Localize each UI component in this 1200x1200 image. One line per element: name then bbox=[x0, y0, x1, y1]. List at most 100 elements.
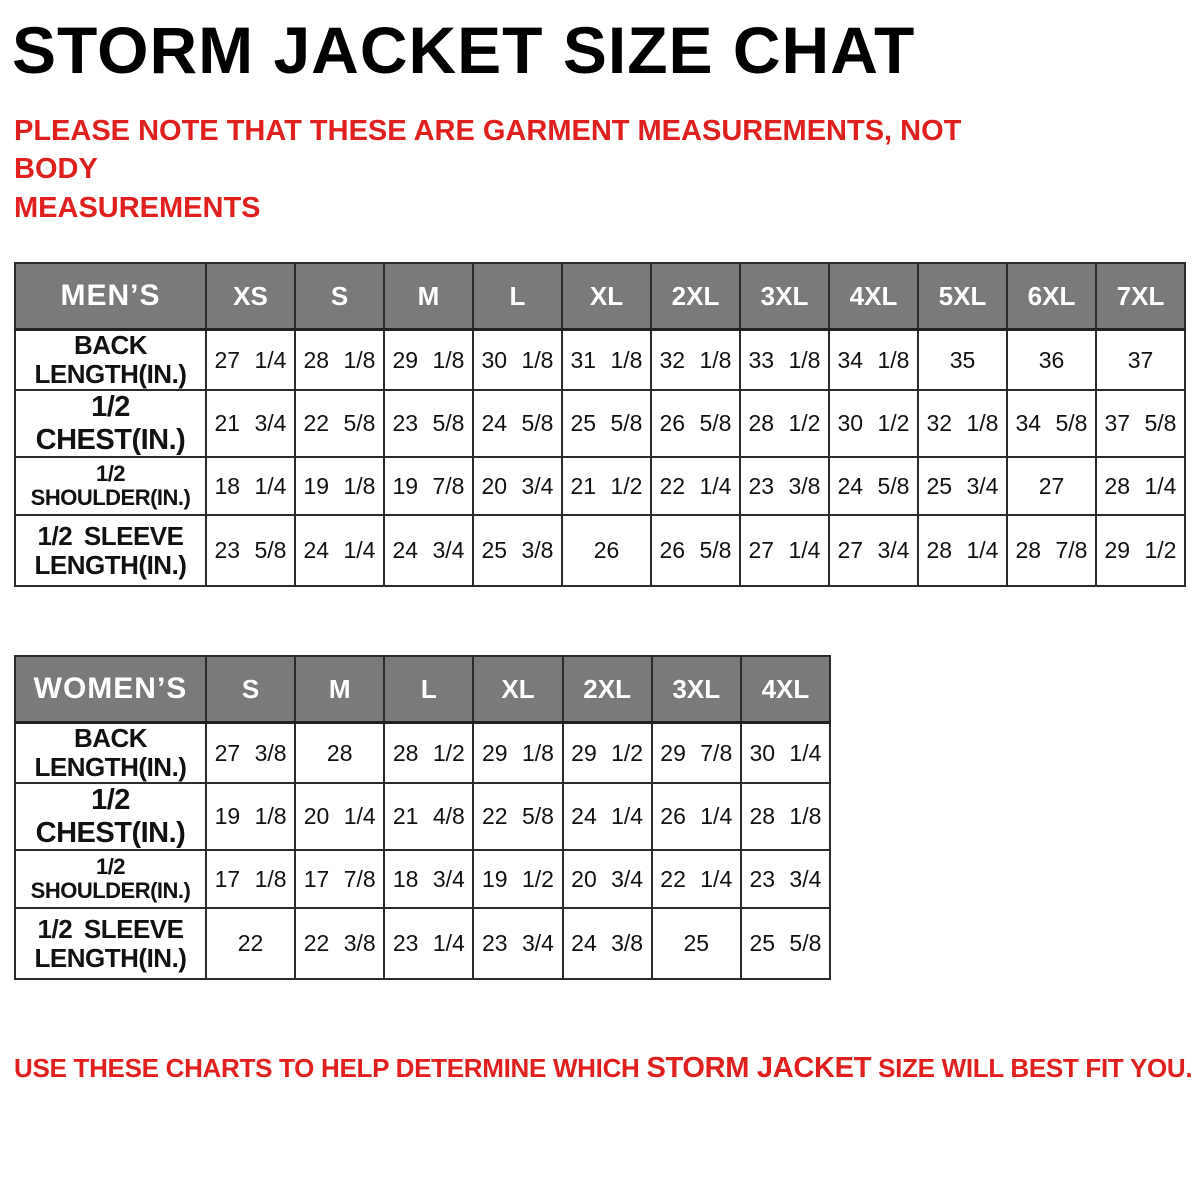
size-value-cell: 30 1/8 bbox=[472, 328, 563, 392]
size-column-header: 7XL bbox=[1095, 262, 1186, 331]
garment-measurement-note: PLEASE NOTE THAT THESE ARE GARMENT MEASU… bbox=[14, 112, 994, 227]
size-value-cell: 28 bbox=[294, 721, 386, 785]
size-column-header: 3XL bbox=[739, 262, 830, 331]
size-column-header: XL bbox=[561, 262, 652, 331]
size-column-header: 2XL bbox=[561, 655, 653, 724]
womens-size-table: WOMEN’S S M L XL 2XL 3XL 4XL BACK LENGTH(IN.) 27 … bbox=[14, 655, 832, 981]
size-column-header: M bbox=[294, 655, 386, 724]
size-value-cell: 28 1/2 bbox=[383, 721, 475, 785]
size-value-cell: 24 3/4 bbox=[383, 514, 474, 588]
size-value-cell: 37 bbox=[1095, 328, 1186, 392]
row-label: BACK LENGTH(IN.) bbox=[14, 328, 207, 392]
size-value-cell: 21 4/8 bbox=[383, 782, 475, 852]
size-value-cell: 25 5/8 bbox=[739, 907, 832, 981]
table-title-cell: MEN’S bbox=[14, 262, 207, 331]
size-value-cell: 27 1/4 bbox=[205, 328, 296, 392]
size-value-cell: 23 3/4 bbox=[472, 907, 564, 981]
size-value-cell: 22 1/4 bbox=[650, 456, 741, 517]
row-label: 1/2 SLEEVE LENGTH(IN.) bbox=[14, 514, 207, 588]
size-column-header: S bbox=[204, 655, 297, 724]
size-value-cell: 23 5/8 bbox=[205, 514, 296, 588]
size-value-cell: 29 1/8 bbox=[472, 721, 564, 785]
size-value-cell: 28 1/2 bbox=[739, 389, 830, 459]
size-value-cell: 24 5/8 bbox=[472, 389, 563, 459]
size-column-header: L bbox=[383, 655, 475, 724]
fit-advice-prefix: USE THESE CHARTS TO HELP DETERMINE WHICH bbox=[14, 1053, 647, 1083]
size-value-cell: 22 5/8 bbox=[294, 389, 385, 459]
size-value-cell: 29 1/2 bbox=[1095, 514, 1186, 588]
size-value-cell: 27 bbox=[1006, 456, 1097, 517]
size-value-cell: 28 1/4 bbox=[917, 514, 1008, 588]
size-value-cell: 22 3/8 bbox=[294, 907, 386, 981]
size-value-cell: 25 3/4 bbox=[917, 456, 1008, 517]
measurement-row: 1/2 SHOULDER(IN.) 18 1/4 19 1/8 19 7/8 20 3/… bbox=[14, 456, 1186, 517]
size-value-cell: 27 3/4 bbox=[828, 514, 919, 588]
size-value-cell: 34 5/8 bbox=[1006, 389, 1097, 459]
fit-advice-note: USE THESE CHARTS TO HELP DETERMINE WHICH… bbox=[14, 1052, 1194, 1085]
fit-advice-suffix: SIZE WILL BEST FIT YOU. bbox=[871, 1053, 1193, 1083]
measurement-row: 1/2 SHOULDER(IN.) 17 1/8 17 7/8 18 3/4 19 1/… bbox=[14, 849, 832, 910]
size-value-cell: 18 3/4 bbox=[383, 849, 475, 910]
size-value-cell: 19 1/8 bbox=[204, 782, 297, 852]
row-label: 1/2 SLEEVE LENGTH(IN.) bbox=[14, 907, 207, 981]
size-value-cell: 35 bbox=[917, 328, 1008, 392]
table-title-cell: WOMEN’S bbox=[14, 655, 207, 724]
size-value-cell: 28 1/8 bbox=[739, 782, 832, 852]
size-value-cell: 23 1/4 bbox=[383, 907, 475, 981]
size-value-cell: 20 3/4 bbox=[472, 456, 563, 517]
size-column-header: 4XL bbox=[739, 655, 832, 724]
size-value-cell: 19 1/2 bbox=[472, 849, 564, 910]
size-value-cell: 17 7/8 bbox=[294, 849, 386, 910]
size-value-cell: 26 5/8 bbox=[650, 514, 741, 588]
size-value-cell: 17 1/8 bbox=[204, 849, 297, 910]
row-label: 1/2 SHOULDER(IN.) bbox=[14, 456, 207, 517]
size-value-cell: 29 1/8 bbox=[383, 328, 474, 392]
size-value-cell: 30 1/4 bbox=[739, 721, 832, 785]
size-column-header: 5XL bbox=[917, 262, 1008, 331]
size-value-cell: 33 1/8 bbox=[739, 328, 830, 392]
size-value-cell: 28 1/8 bbox=[294, 328, 385, 392]
size-column-header: XL bbox=[472, 655, 564, 724]
size-value-cell: 25 5/8 bbox=[561, 389, 652, 459]
size-column-header: 4XL bbox=[828, 262, 919, 331]
size-value-cell: 34 1/8 bbox=[828, 328, 919, 392]
size-value-cell: 31 1/8 bbox=[561, 328, 652, 392]
measurement-row: BACK LENGTH(IN.) 27 1/4 28 1/8 29 1/8 30 1/8… bbox=[14, 328, 1186, 392]
size-column-header: L bbox=[472, 262, 563, 331]
measurement-row: 1/2 SLEEVE LENGTH(IN.) 23 5/8 24 1/4 24 3/4… bbox=[14, 514, 1186, 588]
size-value-cell: 26 1/4 bbox=[650, 782, 742, 852]
size-value-cell: 19 1/8 bbox=[294, 456, 385, 517]
size-value-cell: 25 bbox=[650, 907, 742, 981]
note-line-1: PLEASE NOTE THAT THESE ARE GARMENT MEASU… bbox=[14, 115, 962, 186]
size-value-cell: 19 7/8 bbox=[383, 456, 474, 517]
size-value-cell: 24 1/4 bbox=[561, 782, 653, 852]
measurement-row: BACK LENGTH(IN.) 27 3/8 28 28 1/2 29 1/8 29 1… bbox=[14, 721, 832, 785]
size-value-cell: 23 3/8 bbox=[739, 456, 830, 517]
size-value-cell: 22 bbox=[204, 907, 297, 981]
measurement-row: 1/2 CHEST(IN.) 21 3/4 22 5/8 23 5/8 24 5/8 25… bbox=[14, 389, 1186, 459]
size-value-cell: 24 3/8 bbox=[561, 907, 653, 981]
size-value-cell: 32 1/8 bbox=[917, 389, 1008, 459]
size-value-cell: 29 7/8 bbox=[650, 721, 742, 785]
measurement-row: 1/2 CHEST(IN.) 19 1/8 20 1/4 21 4/8 22 5/8 24… bbox=[14, 782, 832, 852]
size-value-cell: 22 1/4 bbox=[650, 849, 742, 910]
womens-size-table-container: WOMEN’S S M L XL 2XL 3XL 4XL BACK LENGTH(IN.) 27 … bbox=[14, 655, 832, 981]
size-value-cell: 18 1/4 bbox=[205, 456, 296, 517]
size-column-header: S bbox=[294, 262, 385, 331]
size-value-cell: 22 5/8 bbox=[472, 782, 564, 852]
size-column-header: M bbox=[383, 262, 474, 331]
row-label: BACK LENGTH(IN.) bbox=[14, 721, 207, 785]
size-value-cell: 30 1/2 bbox=[828, 389, 919, 459]
size-header-row: WOMEN’S S M L XL 2XL 3XL 4XL bbox=[14, 655, 832, 724]
size-value-cell: 23 5/8 bbox=[383, 389, 474, 459]
note-line-2: MEASUREMENTS bbox=[14, 191, 261, 224]
size-value-cell: 26 5/8 bbox=[650, 389, 741, 459]
row-label: 1/2 SHOULDER(IN.) bbox=[14, 849, 207, 910]
size-value-cell: 24 1/4 bbox=[294, 514, 385, 588]
size-value-cell: 28 7/8 bbox=[1006, 514, 1097, 588]
size-value-cell: 36 bbox=[1006, 328, 1097, 392]
size-column-header: 2XL bbox=[650, 262, 741, 331]
row-label: 1/2 CHEST(IN.) bbox=[14, 782, 207, 852]
size-value-cell: 27 1/4 bbox=[739, 514, 830, 588]
